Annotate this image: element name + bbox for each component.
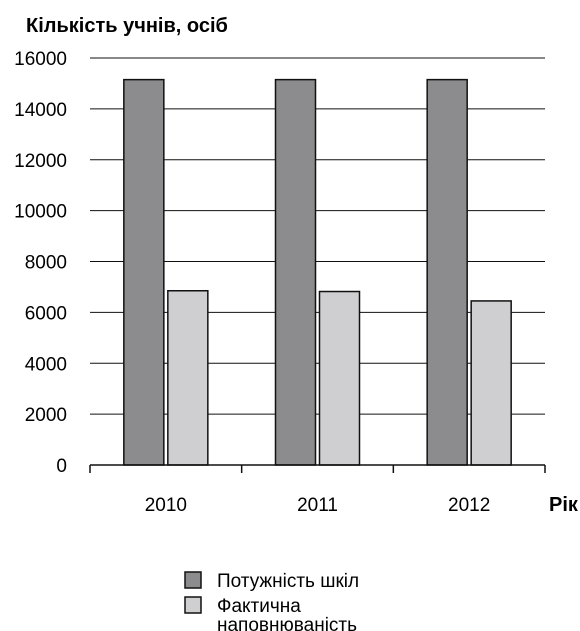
y-tick-label: 12000	[14, 151, 67, 172]
y-tick-label: 6000	[25, 303, 67, 324]
bar-capacity-2012	[426, 78, 468, 466]
x-tick-label: 2012	[448, 495, 490, 516]
bar-occupancy-2011	[318, 290, 361, 466]
bar-capacity-2011	[274, 78, 317, 466]
legend-label-occupancy-line1: Фактична	[217, 596, 301, 617]
y-tick-label: 16000	[14, 49, 67, 70]
legend: Потужність шкіл Фактична наповнюваність	[184, 571, 359, 631]
y-tick-label: 0	[56, 456, 67, 477]
y-tick-label: 10000	[14, 202, 67, 223]
y-tick-label: 4000	[25, 354, 67, 375]
gridlines	[90, 57, 545, 466]
x-tick-label: 2011	[297, 495, 338, 516]
y-tick-label: 2000	[25, 405, 67, 426]
x-tick-label: 2010	[145, 495, 187, 516]
legend-swatch-capacity	[184, 571, 202, 589]
y-tick-labels: 0 2000 4000 6000 8000 10000 12000 14000 16000	[14, 49, 67, 477]
x-axis-label: Рік	[549, 494, 579, 516]
bar-capacity-2010	[123, 78, 165, 466]
bar-occupancy-2012	[470, 300, 512, 466]
y-tick-label: 14000	[14, 100, 67, 121]
legend-label-capacity: Потужність шкіл	[217, 571, 359, 592]
y-axis-label: Кількість учнів, осіб	[26, 15, 228, 37]
x-axis	[89, 464, 546, 473]
x-tick-labels: 2010 2011 2012	[145, 495, 491, 516]
bars	[123, 78, 512, 466]
bar-occupancy-2010	[167, 290, 209, 466]
y-tick-label: 8000	[25, 253, 67, 274]
legend-label-occupancy-line2: наповнюваність	[217, 615, 357, 631]
legend-swatch-occupancy	[184, 596, 202, 614]
